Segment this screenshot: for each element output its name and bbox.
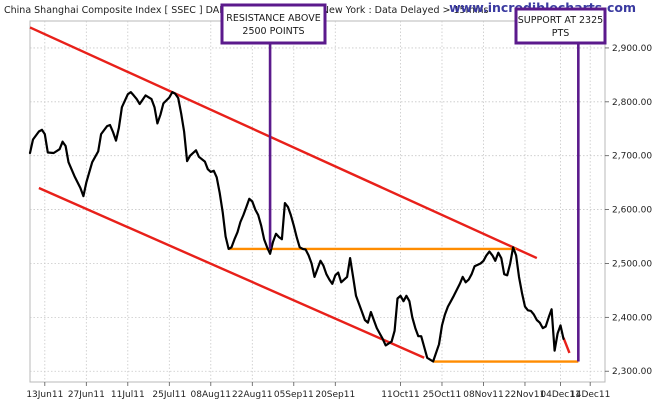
x-tick-label: 22Aug11: [232, 390, 272, 400]
support-label-line1: SUPPORT AT 2325: [518, 15, 603, 26]
x-tick-label: 22Nov11: [505, 390, 545, 400]
x-tick-label: 14Dec11: [570, 390, 610, 400]
plot-area: [29, 20, 606, 383]
x-tick-label: 05Sep11: [274, 390, 314, 400]
x-gridlines: [44, 21, 591, 386]
trendlines: [29, 26, 571, 359]
y-tick-label: 2,400.00: [612, 313, 652, 323]
x-tick-label: 08Nov11: [463, 390, 503, 400]
x-tick-label: 13Jun11: [26, 390, 63, 400]
trendline: [562, 337, 571, 354]
support-resistance-levels: [228, 247, 579, 363]
resistance-annotation-box: RESISTANCE ABOVE 2500 POINTS: [220, 3, 327, 45]
x-tick-label: 04Dec11: [540, 390, 580, 400]
x-tick-label: 27Jun11: [68, 390, 105, 400]
x-axis-tick-labels: 13Jun11 27Jun11 11Jul11 25Jul11 08Aug11 22Aug…: [26, 390, 610, 400]
trendline: [38, 186, 425, 359]
support-label-line2: PTS: [552, 28, 570, 39]
annotation-pointers: [268, 43, 580, 362]
y-tick-label: 2,300.00: [612, 367, 652, 377]
resistance-label-line1: RESISTANCE ABOVE: [226, 13, 320, 24]
y-tick-label: 2,800.00: [612, 98, 652, 108]
x-tick-label: 25Jul11: [152, 390, 186, 400]
y-tick-label: 2,600.00: [612, 206, 652, 216]
resistance-label-line2: 2500 POINTS: [242, 26, 304, 37]
x-tick-label: 25Oct11: [423, 390, 461, 400]
support-annotation-box: SUPPORT AT 2325 PTS: [514, 7, 607, 45]
y-gridlines: [30, 47, 609, 372]
y-axis-tick-labels: 2,300.00 2,400.00 2,500.00 2,600.00 2,700.00…: [612, 44, 652, 377]
trendline: [29, 26, 538, 260]
x-tick-label: 08Aug11: [191, 390, 231, 400]
y-tick-label: 2,900.00: [612, 44, 652, 54]
x-tick-label: 11Oct11: [381, 390, 419, 400]
y-tick-label: 2,700.00: [612, 152, 652, 162]
y-tick-label: 2,500.00: [612, 259, 652, 269]
price-series-line: [28, 91, 565, 363]
x-tick-label: 11Jul11: [111, 390, 145, 400]
x-tick-label: 20Sep11: [315, 390, 355, 400]
